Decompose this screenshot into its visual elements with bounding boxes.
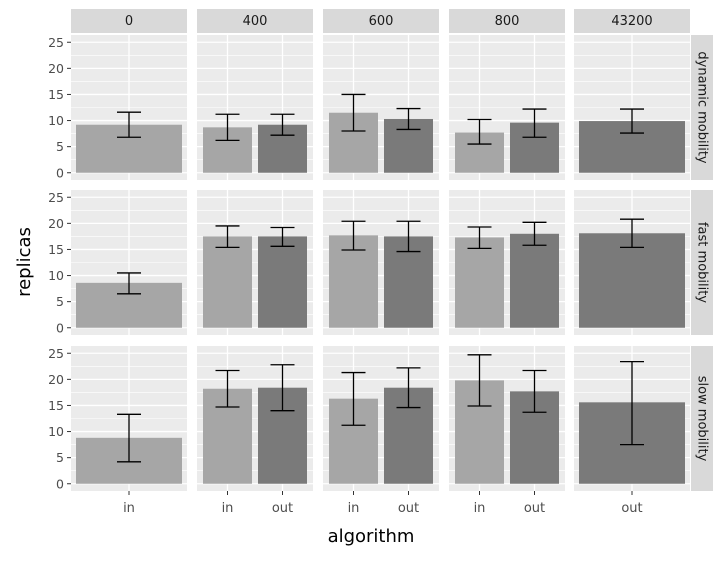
y-tick-label: 0: [56, 320, 64, 335]
y-tick-label: 20: [48, 61, 64, 76]
errorbar-out-slow-mobility-800: [522, 369, 547, 413]
bar-out-fast-mobility-400: [258, 236, 307, 328]
errorbar-out-dynamic-mobility-800: [522, 108, 547, 138]
y-tick-label: 15: [48, 87, 64, 102]
errorbar-out-fast-mobility-600: [396, 220, 421, 253]
bar-in-fast-mobility-600: [329, 235, 378, 328]
x-tick-label: in: [222, 501, 234, 516]
errorbar-out-fast-mobility-43200: [620, 218, 644, 249]
column-strip-label: 800: [495, 14, 520, 29]
x-tick-label: out: [524, 501, 545, 516]
column-strip-0: [71, 9, 187, 33]
x-tick-label: out: [272, 501, 293, 516]
errorbar-out-dynamic-mobility-43200: [620, 108, 644, 134]
x-tick-label: out: [398, 501, 419, 516]
column-strip-label: 43200: [611, 14, 652, 29]
y-tick-label: 0: [56, 476, 64, 491]
y-tick-label: 10: [48, 424, 64, 439]
bar-out-fast-mobility-43200: [579, 233, 685, 328]
row-strip-label: slow mobility: [695, 376, 710, 462]
errorbar-in-fast-mobility-400: [215, 225, 240, 249]
y-tick-label: 10: [48, 268, 64, 283]
errorbar-in-dynamic-mobility-800: [467, 118, 492, 145]
y-tick-label: 15: [48, 242, 64, 257]
errorbar-out-slow-mobility-43200: [620, 360, 644, 446]
row-strip-dynamic-mobility: [691, 35, 713, 180]
bar-in-fast-mobility-800: [455, 237, 504, 328]
y-tick-label: 0: [56, 165, 64, 180]
x-axis-title: algorithm: [328, 526, 415, 547]
errorbar-in-dynamic-mobility-400: [215, 113, 240, 142]
y-tick-label: 25: [48, 346, 64, 361]
column-strip-label: 400: [243, 14, 268, 29]
errorbar-in-slow-mobility-0: [117, 413, 141, 463]
row-strip-fast-mobility: [691, 190, 713, 335]
errorbar-out-fast-mobility-800: [522, 221, 547, 246]
errorbar-in-fast-mobility-800: [467, 226, 492, 250]
column-strip-label: 600: [369, 14, 394, 29]
errorbar-in-dynamic-mobility-0: [117, 111, 141, 138]
errorbar-in-fast-mobility-0: [117, 272, 141, 295]
errorbar-out-slow-mobility-400: [270, 364, 295, 412]
y-tick-label: 5: [56, 139, 64, 154]
y-tick-label: 25: [48, 35, 64, 50]
y-axis-title: replicas: [14, 227, 35, 297]
x-tick-label: in: [348, 501, 360, 516]
errorbar-out-slow-mobility-600: [396, 367, 421, 409]
row-strip-label: fast mobility: [695, 222, 710, 303]
column-strip-600: [323, 9, 439, 33]
errorbar-in-dynamic-mobility-600: [341, 93, 366, 132]
y-tick-label: 15: [48, 398, 64, 413]
column-strip-800: [449, 9, 565, 33]
errorbar-in-slow-mobility-800: [467, 354, 492, 407]
errorbar-in-slow-mobility-600: [341, 371, 366, 426]
errorbar-out-dynamic-mobility-400: [270, 113, 295, 136]
y-tick-label: 25: [48, 190, 64, 205]
x-tick-label: out: [621, 501, 642, 516]
x-tick-label: in: [123, 501, 135, 516]
y-tick-label: 10: [48, 113, 64, 128]
row-strip-slow-mobility: [691, 346, 713, 491]
row-strip-label: dynamic mobility: [695, 51, 710, 164]
column-strip-43200: [574, 9, 690, 33]
x-tick-label: in: [474, 501, 486, 516]
column-strip-400: [197, 9, 313, 33]
y-tick-label: 20: [48, 372, 64, 387]
bar-in-fast-mobility-400: [203, 236, 252, 328]
errorbar-in-slow-mobility-400: [215, 369, 240, 408]
column-strip-label: 0: [125, 14, 133, 29]
errorbar-in-fast-mobility-600: [341, 220, 366, 251]
errorbar-out-fast-mobility-400: [270, 226, 295, 247]
bar-out-fast-mobility-800: [510, 233, 559, 328]
y-tick-label: 5: [56, 294, 64, 309]
y-tick-label: 20: [48, 216, 64, 231]
errorbar-out-dynamic-mobility-600: [396, 107, 421, 131]
panels-layer: 0 400 600 800 43200 dynamic mobility fast mobi…: [48, 9, 713, 516]
y-tick-label: 5: [56, 450, 64, 465]
